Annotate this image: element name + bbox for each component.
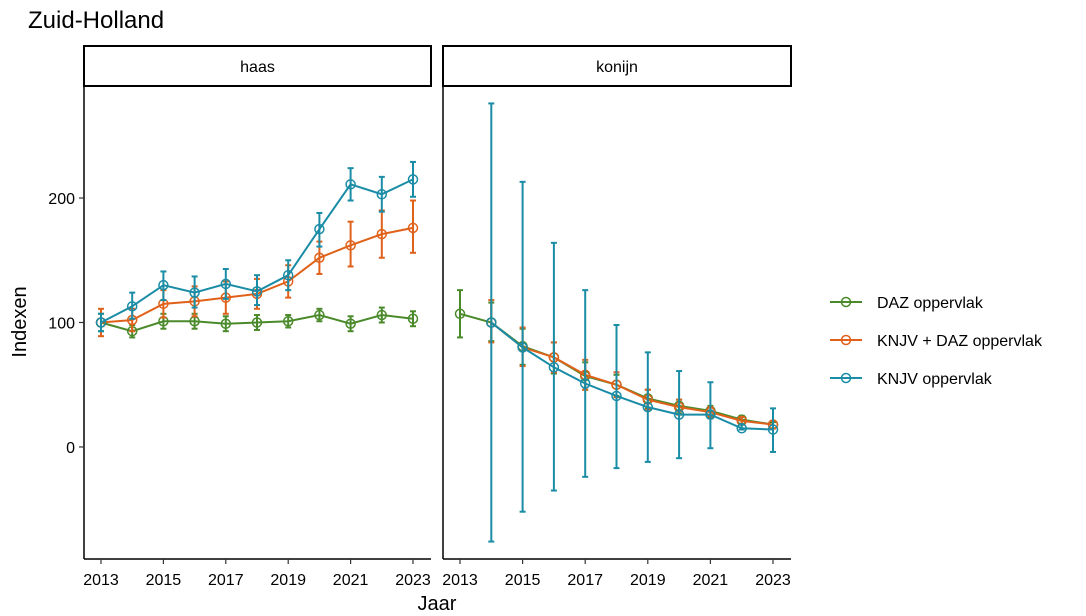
data-point bbox=[314, 223, 325, 235]
data-point bbox=[407, 174, 419, 185]
panel-konijn: konijn 2013 2015 2017 2019 2021 2023 bbox=[442, 45, 792, 589]
data-point bbox=[407, 222, 419, 234]
x-tick-label: 2023 bbox=[395, 572, 431, 589]
data-point bbox=[345, 318, 356, 329]
legend-label: KNJV oppervlak bbox=[877, 371, 993, 388]
x-axis-label: Jaar bbox=[418, 593, 457, 615]
panel-strip-haas bbox=[83, 45, 432, 87]
legend: DAZ oppervlak KNJV + DAZ oppervlak KNJV op… bbox=[830, 295, 1043, 388]
panels: haas 2013 2015 2017 2019 2021 2023 0 100 200 konij… bbox=[48, 45, 792, 589]
data-point bbox=[220, 278, 232, 290]
data-point bbox=[314, 309, 325, 321]
series-knjv-oppervlak bbox=[486, 102, 779, 543]
y-tick-label: 100 bbox=[48, 316, 75, 333]
series-line bbox=[100, 178, 414, 324]
data-point bbox=[251, 317, 263, 328]
data-point bbox=[611, 390, 622, 402]
data-point bbox=[673, 409, 685, 420]
data-point bbox=[454, 308, 466, 320]
data-point bbox=[95, 317, 107, 328]
y-tick-label: 200 bbox=[48, 191, 75, 208]
series-knjv-oppervlak bbox=[95, 160, 419, 333]
y-tick-label: 0 bbox=[66, 440, 75, 457]
legend-marker bbox=[840, 334, 852, 346]
data-point bbox=[282, 269, 294, 281]
data-point bbox=[642, 401, 654, 413]
x-tick-label: 2021 bbox=[333, 572, 369, 589]
x-tick-label: 2019 bbox=[270, 572, 306, 589]
data-point bbox=[376, 309, 388, 321]
series-daz-oppervlak bbox=[95, 306, 419, 339]
data-point bbox=[158, 279, 169, 291]
panel-strip-label: konijn bbox=[596, 59, 638, 76]
data-point bbox=[376, 228, 388, 240]
data-point bbox=[705, 409, 716, 420]
legend-item: KNJV oppervlak bbox=[830, 371, 993, 388]
legend-label: KNJV + DAZ oppervlak bbox=[877, 333, 1043, 350]
x-tick-label: 2021 bbox=[693, 572, 729, 589]
data-point bbox=[345, 240, 356, 251]
data-point bbox=[189, 287, 200, 298]
x-tick-label: 2017 bbox=[567, 572, 603, 589]
data-point bbox=[282, 316, 294, 327]
series-line bbox=[490, 321, 774, 426]
data-point bbox=[767, 424, 779, 435]
data-point bbox=[736, 423, 747, 434]
data-point bbox=[345, 179, 356, 190]
legend-marker bbox=[840, 296, 852, 308]
y-axis-label: Indexen bbox=[9, 286, 31, 357]
x-tick-label: 2013 bbox=[442, 572, 478, 589]
data-point bbox=[548, 362, 560, 373]
legend-item: KNJV + DAZ oppervlak bbox=[830, 333, 1043, 350]
x-tick-label: 2013 bbox=[83, 572, 119, 589]
x-tick-label: 2015 bbox=[146, 572, 182, 589]
data-point bbox=[376, 189, 388, 200]
x-tick-label: 2023 bbox=[755, 572, 791, 589]
data-point bbox=[486, 317, 497, 328]
data-point bbox=[220, 318, 232, 329]
data-point bbox=[126, 301, 138, 312]
x-tick-label: 2015 bbox=[505, 572, 541, 589]
data-point bbox=[517, 342, 528, 353]
legend-marker bbox=[840, 372, 852, 384]
data-point bbox=[314, 252, 325, 264]
panel-haas: haas 2013 2015 2017 2019 2021 2023 0 100 200 bbox=[48, 45, 432, 589]
data-point bbox=[251, 286, 263, 297]
panel-strip-label: haas bbox=[240, 59, 275, 76]
series-line bbox=[100, 314, 414, 333]
series-line bbox=[490, 321, 774, 431]
data-point bbox=[579, 378, 591, 389]
legend-item: DAZ oppervlak bbox=[830, 295, 984, 312]
x-tick-label: 2017 bbox=[208, 572, 244, 589]
chart-title: Zuid-Holland bbox=[28, 7, 164, 34]
series-knjv-daz-oppervlak bbox=[486, 299, 779, 430]
data-point bbox=[407, 313, 419, 325]
panel-strip-konijn bbox=[442, 45, 792, 87]
legend-label: DAZ oppervlak bbox=[877, 295, 984, 312]
x-tick-label: 2019 bbox=[630, 572, 666, 589]
